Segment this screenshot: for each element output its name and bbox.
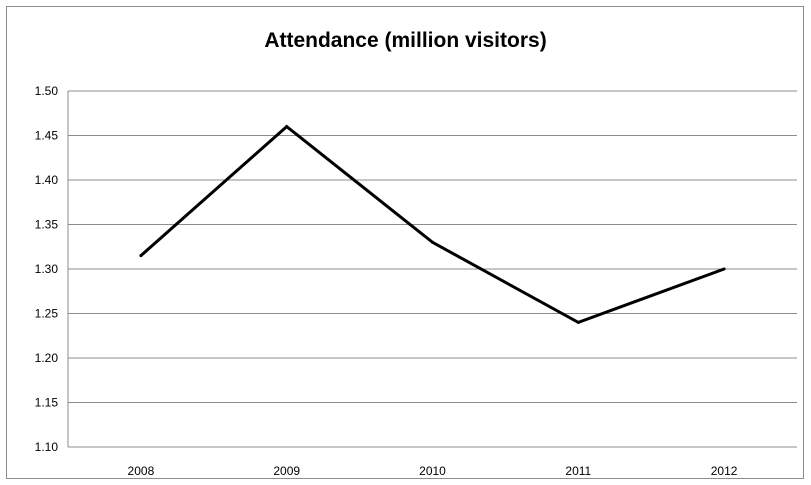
y-tick-label: 1.25: [35, 307, 59, 321]
y-tick-label: 1.20: [35, 351, 59, 365]
y-axis-tick-labels: 1.10 1.15 1.20 1.25 1.30 1.35 1.40 1.45 1.50: [35, 84, 59, 454]
series-layer: [139, 124, 726, 325]
y-tick-label: 1.40: [35, 173, 59, 187]
y-tick-label: 1.30: [35, 262, 59, 276]
x-tick-label: 2011: [565, 464, 591, 478]
y-tick-label: 1.45: [35, 129, 59, 143]
y-tick-label: 1.50: [35, 84, 59, 98]
data-point: [285, 125, 289, 129]
data-point: [722, 267, 726, 271]
y-tick-label: 1.10: [35, 440, 59, 454]
y-tick-label: 1.15: [35, 396, 59, 410]
data-point: [139, 254, 143, 258]
x-tick-label: 2008: [128, 464, 155, 478]
x-tick-label: 2012: [711, 464, 738, 478]
x-tick-label: 2009: [273, 464, 300, 478]
x-axis-tick-labels: 2008 2009 2010 2011 2012: [128, 464, 738, 478]
chart-title: Attendance (million visitors): [264, 29, 547, 52]
data-point: [431, 240, 434, 244]
x-tick-label: 2010: [419, 464, 446, 478]
chart-area: [6, 6, 804, 479]
gridlines: [67, 90, 797, 448]
data-point: [576, 320, 580, 324]
y-tick-label: 1.35: [35, 218, 59, 232]
